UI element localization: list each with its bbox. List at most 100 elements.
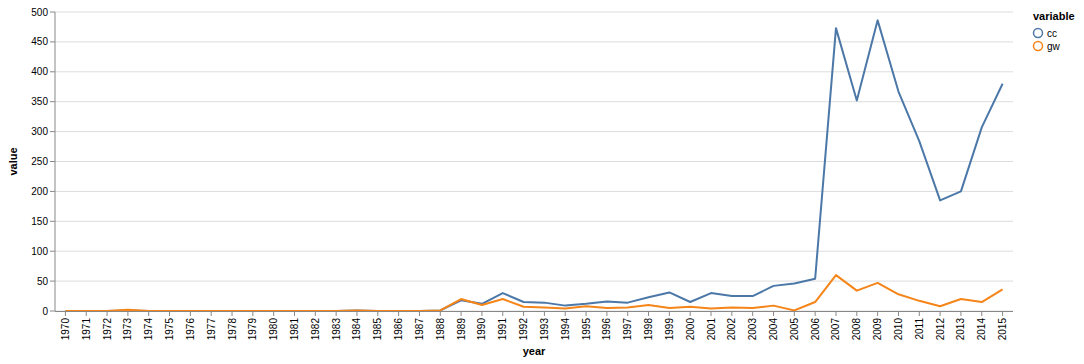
x-tick-label: 2015 xyxy=(997,318,1008,341)
x-tick xyxy=(377,311,378,316)
grid-line xyxy=(55,251,1013,252)
x-tick xyxy=(502,311,503,316)
x-tick-label: 2014 xyxy=(976,318,987,341)
x-tick xyxy=(648,311,649,316)
x-tick xyxy=(523,311,524,316)
x-tick xyxy=(252,311,253,316)
y-tick xyxy=(50,251,55,252)
x-tick-label: 1976 xyxy=(185,318,196,341)
x-tick-label: 1995 xyxy=(581,318,592,341)
y-tick-label: 150 xyxy=(31,216,48,227)
y-tick-label: 450 xyxy=(31,36,48,47)
x-tick xyxy=(919,311,920,316)
y-tick xyxy=(50,12,55,13)
x-tick xyxy=(544,311,545,316)
x-axis-title: year xyxy=(523,345,546,357)
y-tick-label: 50 xyxy=(37,276,49,287)
x-tick xyxy=(127,311,128,316)
x-tick-label: 1999 xyxy=(664,318,675,341)
y-tick-label: 0 xyxy=(42,306,48,317)
x-tick xyxy=(856,311,857,316)
grid-line xyxy=(55,101,1013,102)
x-tick xyxy=(960,311,961,316)
grid-line xyxy=(55,281,1013,282)
x-tick-label: 2003 xyxy=(747,318,758,341)
x-tick-label: 1973 xyxy=(122,318,133,341)
x-tick-label: 1994 xyxy=(560,318,571,341)
plot-area xyxy=(65,20,1002,311)
x-tick xyxy=(169,311,170,316)
y-tick xyxy=(50,221,55,222)
y-tick-label: 300 xyxy=(31,126,48,137)
x-tick xyxy=(835,311,836,316)
x-tick xyxy=(877,311,878,316)
x-tick xyxy=(1002,311,1003,316)
series-line xyxy=(65,20,1002,311)
x-tick xyxy=(419,311,420,316)
x-tick-label: 2002 xyxy=(726,318,737,341)
x-tick xyxy=(690,311,691,316)
x-axis xyxy=(55,311,1013,312)
y-tick-label: 100 xyxy=(31,246,48,257)
x-tick-label: 1998 xyxy=(643,318,654,341)
x-tick-label: 2009 xyxy=(872,318,883,341)
x-tick-label: 1993 xyxy=(539,318,550,341)
grid-line xyxy=(55,161,1013,162)
y-tick xyxy=(50,281,55,282)
x-tick-label: 1975 xyxy=(164,318,175,341)
x-tick-label: 2001 xyxy=(706,318,717,341)
x-tick-label: 2005 xyxy=(789,318,800,341)
x-tick-label: 2013 xyxy=(955,318,966,341)
chart: 0501001502002503003504004505001970197119… xyxy=(0,0,1084,364)
x-tick-label: 1980 xyxy=(268,318,279,341)
x-tick xyxy=(273,311,274,316)
x-tick-label: 1983 xyxy=(331,318,342,341)
y-tick xyxy=(50,101,55,102)
y-tick-label: 200 xyxy=(31,186,48,197)
x-tick xyxy=(107,311,108,316)
x-tick-label: 1971 xyxy=(81,318,92,341)
x-tick xyxy=(627,311,628,316)
x-tick xyxy=(815,311,816,316)
series-line xyxy=(65,275,1002,311)
grid-line xyxy=(55,71,1013,72)
y-tick-label: 500 xyxy=(31,7,48,18)
x-tick xyxy=(940,311,941,316)
x-tick-label: 1981 xyxy=(289,318,300,341)
x-tick xyxy=(731,311,732,316)
y-tick xyxy=(50,311,55,312)
x-tick-label: 1988 xyxy=(435,318,446,341)
x-tick-label: 1991 xyxy=(497,318,508,341)
grid-line xyxy=(55,131,1013,132)
x-tick-label: 1992 xyxy=(518,318,529,341)
x-tick xyxy=(398,311,399,316)
x-tick-label: 1996 xyxy=(601,318,612,341)
x-tick-label: 2006 xyxy=(810,318,821,341)
x-tick-label: 2008 xyxy=(851,318,862,341)
x-tick xyxy=(356,311,357,316)
x-tick-label: 2012 xyxy=(935,318,946,341)
x-tick xyxy=(336,311,337,316)
x-tick-label: 2007 xyxy=(830,318,841,341)
x-tick-label: 1970 xyxy=(60,318,71,341)
y-tick-label: 250 xyxy=(31,156,48,167)
legend-label: gw xyxy=(1047,41,1061,52)
x-tick xyxy=(586,311,587,316)
x-tick xyxy=(190,311,191,316)
x-tick xyxy=(294,311,295,316)
x-tick-label: 2000 xyxy=(685,318,696,341)
x-tick xyxy=(440,311,441,316)
legend-label: cc xyxy=(1047,28,1057,39)
y-tick xyxy=(50,131,55,132)
y-axis xyxy=(55,12,56,311)
grid-line xyxy=(55,221,1013,222)
x-tick xyxy=(86,311,87,316)
x-tick-label: 2011 xyxy=(914,318,925,340)
x-tick-label: 1987 xyxy=(414,318,425,341)
x-tick-label: 2010 xyxy=(893,318,904,341)
x-tick xyxy=(232,311,233,316)
x-tick-label: 1997 xyxy=(622,318,633,341)
x-tick-label: 2004 xyxy=(768,318,779,341)
x-tick xyxy=(711,311,712,316)
x-tick-label: 1982 xyxy=(310,318,321,341)
